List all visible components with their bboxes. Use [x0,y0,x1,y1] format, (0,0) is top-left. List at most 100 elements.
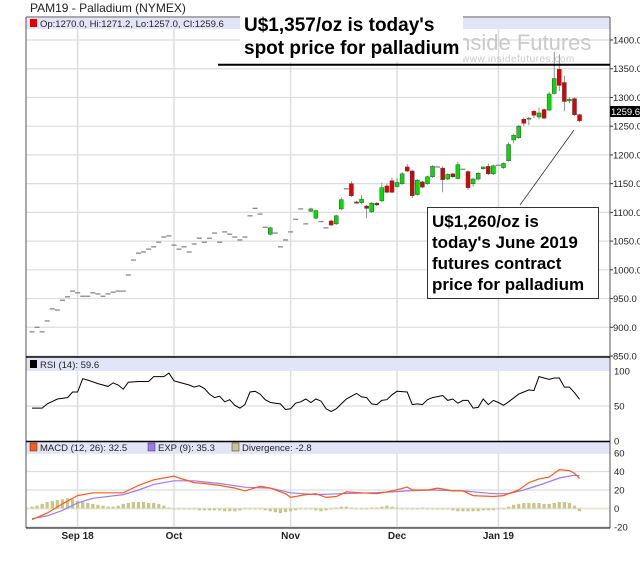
x-tick-label: Oct [166,531,183,542]
x-tick-label: Dec [388,531,407,542]
divergence-bar [131,502,135,509]
candle-up [480,166,486,169]
divergence-bar [86,502,90,509]
divergence-bar [512,504,516,509]
divergence-bar [162,505,166,509]
candle-down [577,114,582,121]
divergence-bar [319,508,323,512]
divergence-bar [45,502,49,509]
x-tick-label: Sep 18 [62,531,95,542]
divergence-bar [172,508,176,510]
candle-down [349,183,354,196]
candle-up [536,112,542,118]
divergence-bar [359,508,364,510]
x-tick-label: Jan 19 [483,531,515,542]
exp-line [31,474,580,520]
divergence-bar [542,503,546,509]
divergence-bar [116,505,120,509]
divergence-bar [557,502,561,509]
macd-tick-label: 20 [614,486,625,497]
candle-up [268,227,273,235]
divergence-bar [314,508,318,511]
macd-legend-label: MACD (12, 26): 32.5 [40,443,127,454]
rsi-tick-label: 0 [614,437,619,448]
divergence-bar [207,508,212,511]
price-tick-label: 1250.0 [613,122,640,133]
candle-down [410,170,415,196]
annotation-line: price for palladium [432,275,585,294]
divergence-bar [324,508,328,511]
candle-down [562,82,567,102]
annotation-line: today's June 2019 [432,233,578,252]
divergence-bar [192,508,196,510]
divergence-bar [65,498,70,509]
candle-down [541,109,547,119]
futures-price-annotation: U$1,260/oz is today's June 2019 futures … [427,207,599,299]
candle-up [546,93,552,111]
divergence-bar [294,508,298,511]
divergence-bar [273,508,277,513]
candle-down [384,185,390,193]
divergence-bar [263,508,267,511]
macd-legend-swatch [29,442,38,452]
divergence-bar [517,503,521,509]
divergence-bar [339,506,343,509]
divergence-bar [395,507,399,509]
candle-up [501,163,506,168]
divergence-bar [238,508,242,511]
divergence-bar [441,508,445,510]
divergence-bar [177,508,181,510]
divergence-bar [380,506,384,509]
rsi-header-band [26,358,610,371]
divergence-bar [278,508,283,514]
divergence-bar [258,508,262,510]
price-tick-label: 1050.0 [613,237,640,248]
divergence-bar [126,502,130,509]
divergence-bar [76,501,80,509]
annotation-line: spot price for palladium [244,38,460,59]
annotation-line: U$1,357/oz is today's [244,15,435,36]
candle-up [333,215,339,225]
divergence-bar [111,506,115,509]
rsi-header: RSI (14): 59.6 [40,360,99,371]
divergence-bar [436,508,440,510]
divergence-bar [96,504,100,509]
candle-up [359,198,364,203]
divergence-bar [466,508,470,512]
candle-up [491,165,496,175]
divergence-bar [329,508,333,510]
rsi-tick-label: 100 [614,367,630,378]
candle-down [572,98,577,115]
divergence-bar [253,508,257,510]
divergence-bar [147,502,151,509]
candle-up [430,166,435,177]
divergence-bar [354,508,359,510]
spot-price-annotation: U$1,357/oz is today's spot price for pal… [240,12,464,62]
divergence-bar [420,507,424,509]
divergence-bar [446,508,450,510]
divergence-bar [136,502,141,509]
candle-up [394,182,400,187]
price-tick-label: 1350.0 [613,64,640,75]
divergence-bar [334,507,338,509]
axes: Sep 18 Oct Nov Dec Jan 19 1400.0 1350.0 1300.0 1… [25,16,640,542]
divergence-bar [365,508,369,510]
divergence-bar [283,508,288,513]
divergence-bar [40,503,44,509]
candle-down [374,202,380,206]
annotation-line: U$1,260/oz is [432,212,539,231]
divergence-bar [121,503,125,509]
divergence-bar [243,508,247,510]
divergence-bar [527,502,531,509]
macd-tick-label: 40 [614,467,625,478]
price-tick-label: 850.0 [613,352,637,363]
candle-up [551,78,557,94]
annotation-pointer-line [519,129,575,206]
divergence-bar [223,508,227,512]
divergence-bar [187,508,191,510]
x-tick-label: Nov [281,531,300,542]
divergence-bar [562,502,566,509]
divergence-bar [217,508,222,511]
divergence-bar [248,508,252,510]
price-tick-label: 1000.0 [613,265,640,276]
